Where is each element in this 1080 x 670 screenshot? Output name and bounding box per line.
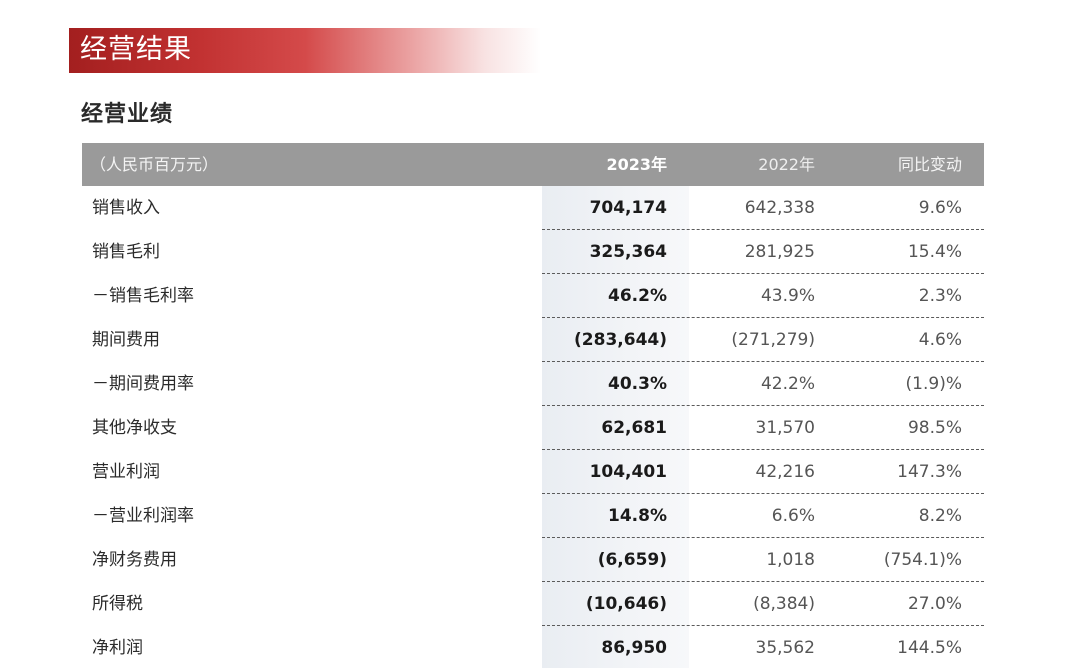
value-yoy: 9.6% xyxy=(918,198,962,218)
value-yoy: 8.2% xyxy=(918,506,962,526)
value-2023: (10,646) xyxy=(585,594,667,614)
value-yoy: 2.3% xyxy=(918,286,962,306)
row-divider xyxy=(542,537,984,538)
value-2022: 281,925 xyxy=(744,242,815,262)
row-divider xyxy=(542,405,984,406)
banner-title: 经营结果 xyxy=(80,34,192,65)
value-2023: 14.8% xyxy=(608,506,667,526)
table-row: －销售毛利率 46.2% 43.9% 2.3% xyxy=(82,274,984,318)
value-yoy: 27.0% xyxy=(907,594,962,614)
highlight-column-2023 xyxy=(542,186,689,668)
table-row: 销售收入 704,174 642,338 9.6% xyxy=(82,186,984,230)
value-2023: 46.2% xyxy=(608,286,667,306)
row-divider xyxy=(542,273,984,274)
value-2022: 642,338 xyxy=(744,198,815,218)
results-table: （人民币百万元） 2023年 2022年 同比变动 销售收入 704,174 6… xyxy=(82,143,984,670)
value-2023: 62,681 xyxy=(601,418,667,438)
value-2022: 42,216 xyxy=(755,462,815,482)
table-row: 销售毛利 325,364 281,925 15.4% xyxy=(82,230,984,274)
header-2022: 2022年 xyxy=(758,155,815,174)
header-unit-label: （人民币百万元） xyxy=(90,155,219,174)
value-2022: 31,570 xyxy=(755,418,815,438)
row-label: 净利润 xyxy=(92,638,143,658)
section-banner: 经营结果 xyxy=(69,28,541,73)
row-divider xyxy=(542,449,984,450)
header-yoy-change: 同比变动 xyxy=(897,155,962,174)
value-yoy: 4.6% xyxy=(918,330,962,350)
section-title: 经营业绩 xyxy=(81,102,174,127)
row-divider xyxy=(542,581,984,582)
value-yoy: (754.1)% xyxy=(883,550,962,570)
value-yoy: 144.5% xyxy=(897,638,962,658)
table-row: 净财务费用 (6,659) 1,018 (754.1)% xyxy=(82,538,984,582)
row-label: 销售毛利 xyxy=(92,242,160,262)
table-row: 期间费用 (283,644) (271,279) 4.6% xyxy=(82,318,984,362)
value-2022: (271,279) xyxy=(731,330,815,350)
value-2023: (283,644) xyxy=(574,330,667,350)
table-row: 净利润 86,950 35,562 144.5% xyxy=(82,626,984,670)
row-divider xyxy=(542,317,984,318)
row-label: 销售收入 xyxy=(92,198,160,218)
value-2022: 6.6% xyxy=(771,506,815,526)
header-2023: 2023年 xyxy=(606,155,667,174)
table-row: 营业利润 104,401 42,216 147.3% xyxy=(82,450,984,494)
value-yoy: 15.4% xyxy=(907,242,962,262)
row-label: 营业利润 xyxy=(92,462,160,482)
row-divider xyxy=(542,229,984,230)
value-2022: 43.9% xyxy=(760,286,815,306)
row-label: 净财务费用 xyxy=(92,550,177,570)
table-row: －营业利润率 14.8% 6.6% 8.2% xyxy=(82,494,984,538)
value-2023: 40.3% xyxy=(608,374,667,394)
value-2023: 325,364 xyxy=(589,242,667,262)
value-yoy: (1.9)% xyxy=(905,374,962,394)
row-divider xyxy=(542,361,984,362)
row-label: －期间费用率 xyxy=(92,374,194,394)
value-yoy: 98.5% xyxy=(907,418,962,438)
value-2023: 104,401 xyxy=(589,462,667,482)
table-header: （人民币百万元） 2023年 2022年 同比变动 xyxy=(82,143,984,186)
value-2022: 35,562 xyxy=(755,638,815,658)
table-row: 其他净收支 62,681 31,570 98.5% xyxy=(82,406,984,450)
value-2022: 1,018 xyxy=(766,550,815,570)
row-label: 期间费用 xyxy=(92,330,160,350)
row-label: －营业利润率 xyxy=(92,506,194,526)
value-yoy: 147.3% xyxy=(897,462,962,482)
table-row: 所得税 (10,646) (8,384) 27.0% xyxy=(82,582,984,626)
row-divider xyxy=(542,625,984,626)
row-label: －销售毛利率 xyxy=(92,286,194,306)
value-2023: 704,174 xyxy=(589,198,667,218)
value-2023: (6,659) xyxy=(597,550,667,570)
value-2023: 86,950 xyxy=(601,638,667,658)
row-label: 其他净收支 xyxy=(92,418,177,438)
value-2022: (8,384) xyxy=(753,594,815,614)
value-2022: 42.2% xyxy=(760,374,815,394)
row-label: 所得税 xyxy=(92,594,143,614)
table-row: －期间费用率 40.3% 42.2% (1.9)% xyxy=(82,362,984,406)
table-body: 销售收入 704,174 642,338 9.6% 销售毛利 325,364 2… xyxy=(82,186,984,670)
row-divider xyxy=(542,493,984,494)
